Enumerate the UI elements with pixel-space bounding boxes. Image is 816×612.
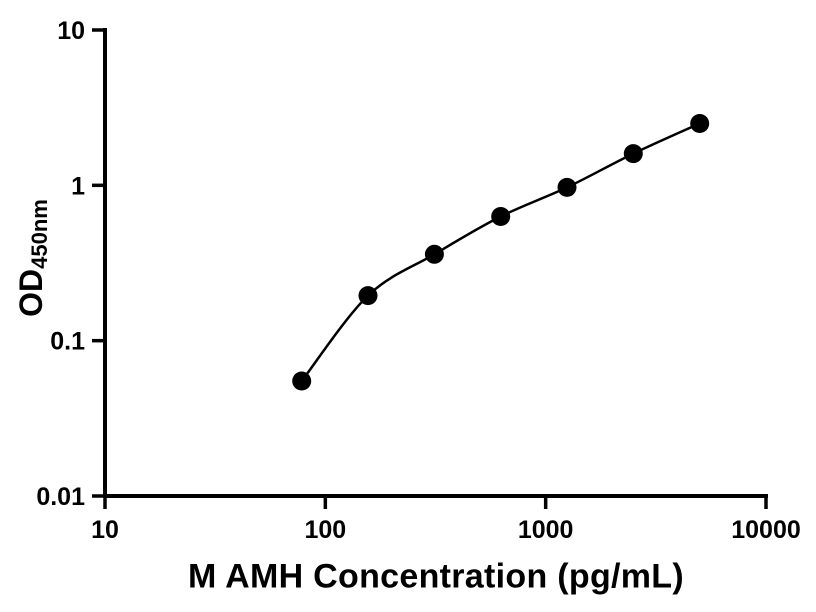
- data-point: [292, 371, 312, 391]
- y-axis-title-sub: 450nm: [27, 199, 52, 269]
- x-tick-label: 100: [304, 516, 346, 544]
- x-tick-label: 10: [91, 516, 119, 544]
- y-tick-label: 10: [57, 17, 85, 45]
- y-axis-title: OD450nm: [13, 199, 53, 317]
- y-axis-title-main: OD: [13, 268, 49, 317]
- data-point: [623, 144, 643, 164]
- data-point: [424, 244, 444, 264]
- fit-curve: [300, 122, 701, 382]
- data-point: [491, 207, 511, 226]
- data-point: [358, 286, 378, 306]
- y-tick-label: 0.1: [50, 328, 85, 356]
- x-tick-label: 1000: [518, 516, 574, 544]
- y-tick-label: 0.01: [36, 483, 85, 511]
- data-point: [690, 114, 710, 133]
- x-axis-title: M AMH Concentration (pg/mL): [187, 557, 685, 596]
- data-point: [557, 177, 577, 197]
- y-tick-label: 1: [71, 172, 85, 200]
- x-tick-label: 10000: [731, 516, 801, 544]
